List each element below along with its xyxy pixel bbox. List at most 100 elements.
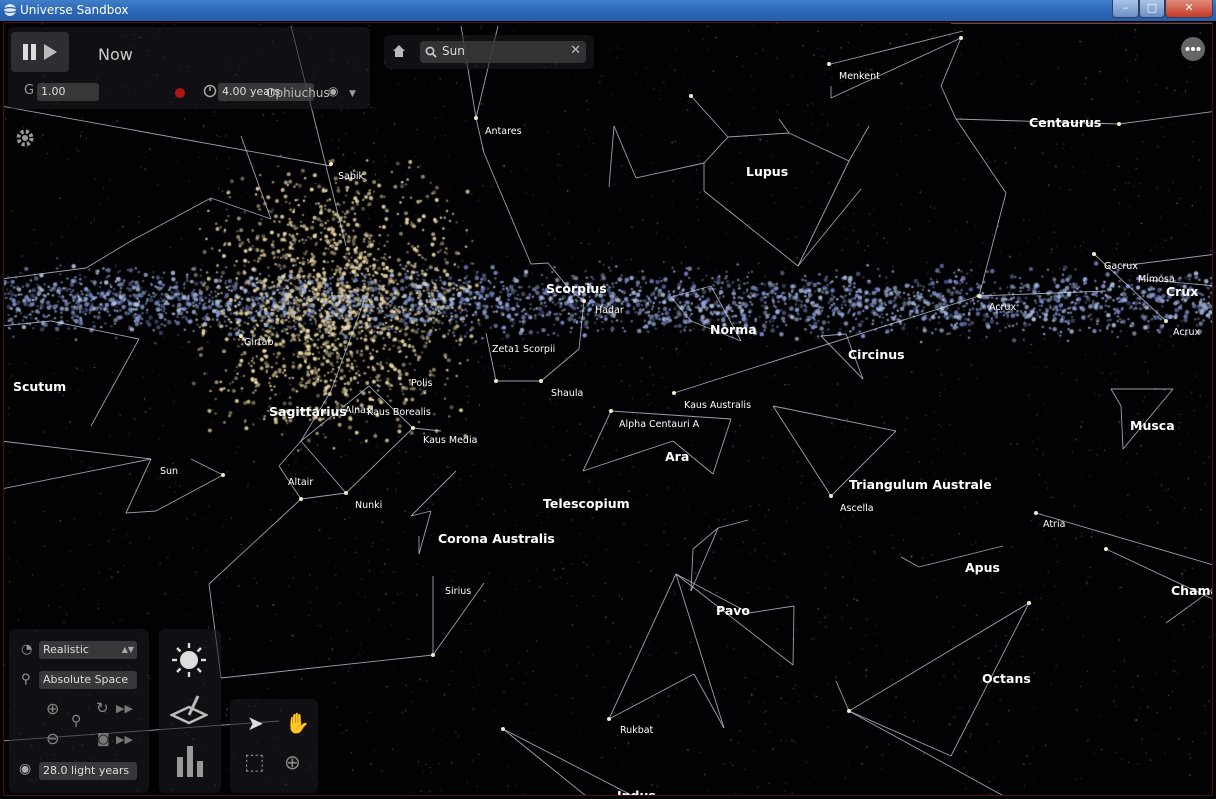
constellation-label[interactable]: Telescopium	[543, 496, 630, 511]
star-label[interactable]: Alpha Centauri A	[619, 419, 700, 430]
constellation-label[interactable]: Sagittarius	[269, 404, 347, 419]
star-marker[interactable]	[1164, 319, 1168, 323]
render-mode-select[interactable]: Realistic ▲▼	[39, 641, 137, 659]
search-box[interactable]: Sun ✕	[420, 41, 586, 63]
constellation-label[interactable]: Indus	[617, 788, 656, 795]
star-marker[interactable]	[431, 653, 435, 657]
constellation-label[interactable]: Centaurus	[1029, 115, 1101, 130]
star-marker[interactable]	[474, 116, 478, 120]
constellation-label[interactable]: Scutum	[13, 379, 66, 394]
star-marker[interactable]	[582, 299, 586, 303]
search-input[interactable]: Sun	[442, 44, 465, 58]
home-icon[interactable]	[392, 44, 406, 58]
grid-tool-icon[interactable]	[170, 693, 208, 727]
star-label[interactable]: Kaus Borealis	[367, 407, 431, 418]
star-label[interactable]: Shaula	[551, 388, 583, 399]
star-marker[interactable]	[847, 709, 851, 713]
pause-button[interactable]	[11, 32, 69, 72]
constellation-label[interactable]: Crux	[1166, 284, 1198, 299]
close-button[interactable]: ✕	[1165, 0, 1213, 18]
constellation-label[interactable]: Triangulum Australe	[849, 477, 992, 492]
star-label[interactable]: Acrux	[989, 302, 1016, 313]
star-label[interactable]: Sun	[160, 466, 178, 477]
view-center-icon[interactable]: ⚲	[71, 713, 82, 729]
star-marker[interactable]	[827, 62, 831, 66]
star-marker[interactable]	[672, 391, 676, 395]
hand-tool-icon[interactable]: ✋	[285, 711, 310, 735]
constellation-label[interactable]: Ara	[665, 449, 689, 464]
maximize-button[interactable]: □	[1139, 0, 1165, 18]
focus-eye-icon[interactable]: ◉	[328, 84, 339, 98]
star-marker[interactable]	[344, 491, 348, 495]
star-label[interactable]: Ascella	[840, 503, 874, 514]
settings-icon[interactable]	[14, 127, 36, 149]
star-label[interactable]: Nunki	[355, 500, 382, 511]
star-label[interactable]: Kaus Australis	[684, 400, 751, 411]
star-label[interactable]: Rukbat	[620, 725, 654, 736]
constellation-label[interactable]: Circinus	[848, 347, 905, 362]
star-marker[interactable]	[239, 334, 243, 338]
star-label[interactable]: Girtab	[244, 337, 273, 348]
constellation-label[interactable]: Corona Australis	[438, 531, 555, 546]
star-marker[interactable]	[494, 379, 498, 383]
star-label[interactable]: Atria	[1043, 519, 1065, 530]
camera-forward-icon[interactable]: ▶▶	[116, 733, 133, 746]
box-select-icon[interactable]: ⬚	[244, 750, 265, 775]
star-marker[interactable]	[1104, 547, 1108, 551]
distance-field[interactable]: 28.0 light years	[39, 762, 137, 780]
focus-dropdown-icon[interactable]: ▼	[349, 89, 356, 99]
star-label[interactable]: Alnasl	[345, 405, 374, 416]
star-marker[interactable]	[299, 497, 303, 501]
camera-icon[interactable]: ◙	[97, 732, 110, 747]
clear-search-icon[interactable]: ✕	[570, 43, 581, 58]
star-marker[interactable]	[221, 473, 225, 477]
record-icon[interactable]	[175, 88, 185, 98]
more-menu-icon[interactable]	[1180, 36, 1206, 62]
space-viewport[interactable]: Centaurus Lupus Scorpius Norma Circinus Crux S…	[3, 22, 1213, 796]
constellation-label[interactable]: Apus	[965, 560, 1000, 575]
star-label[interactable]: Zeta1 Scorpii	[492, 344, 555, 355]
constellation-label[interactable]: Chamae	[1171, 583, 1212, 598]
star-label[interactable]: Sabik	[338, 171, 365, 182]
star-label[interactable]: Hadar	[595, 305, 624, 316]
star-label[interactable]: Altair	[288, 477, 313, 488]
star-marker[interactable]	[329, 162, 333, 166]
star-marker[interactable]	[829, 494, 833, 498]
star-marker[interactable]	[411, 426, 415, 430]
star-label[interactable]: Gacrux	[1104, 261, 1138, 272]
add-object-icon[interactable]: ⊕	[284, 750, 301, 774]
star-marker[interactable]	[501, 727, 505, 731]
star-marker[interactable]	[959, 36, 963, 40]
constellation-label[interactable]: Scorpius	[546, 281, 607, 296]
zoom-out-icon[interactable]: ⊖	[46, 729, 60, 748]
star-marker[interactable]	[1027, 601, 1031, 605]
reference-frame-select[interactable]: Absolute Space	[39, 671, 137, 689]
sun-light-icon[interactable]	[170, 641, 208, 679]
star-marker[interactable]	[1034, 511, 1038, 515]
constellation-label[interactable]: Pavo	[716, 603, 750, 618]
star-label[interactable]: Polis	[411, 378, 432, 389]
star-label[interactable]: Mimosa	[1138, 274, 1175, 285]
constellation-label[interactable]: Lupus	[746, 164, 788, 179]
gravity-field[interactable]: 1.00	[37, 83, 99, 101]
focus-label[interactable]: Ophiuchus	[266, 86, 330, 100]
stats-icon[interactable]	[175, 743, 205, 777]
star-marker[interactable]	[609, 409, 613, 413]
star-label[interactable]: Menkent	[839, 71, 880, 82]
star-label[interactable]: Sirius	[445, 586, 471, 597]
rotate-icon[interactable]: ↻	[96, 699, 109, 717]
time-label[interactable]: Now	[98, 45, 133, 64]
fast-forward-icon[interactable]: ▶▶	[116, 702, 133, 715]
star-label[interactable]: Antares	[485, 126, 522, 137]
zoom-in-icon[interactable]: ⊕	[46, 699, 60, 718]
minimize-button[interactable]: –	[1112, 0, 1139, 18]
star-marker[interactable]	[1117, 122, 1121, 126]
constellation-label[interactable]: Norma	[710, 322, 757, 337]
star-marker[interactable]	[1092, 252, 1096, 256]
star-marker[interactable]	[539, 379, 543, 383]
star-marker[interactable]	[607, 717, 611, 721]
star-marker[interactable]	[977, 294, 981, 298]
constellation-label[interactable]: Musca	[1130, 418, 1175, 433]
time-step-field[interactable]: 4.00 years	[218, 83, 314, 101]
star-label[interactable]: Acrux	[1173, 327, 1200, 338]
